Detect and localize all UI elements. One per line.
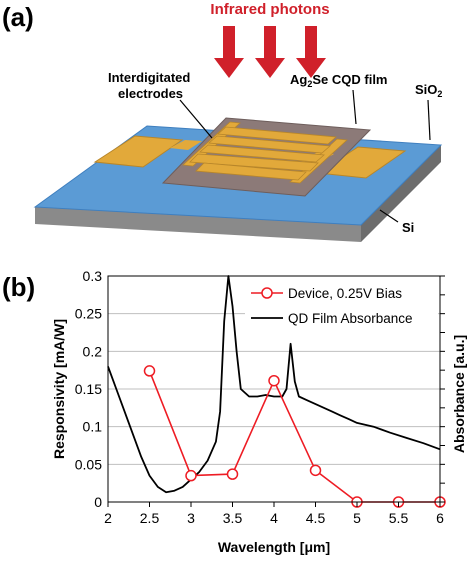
interdigitated-electrodes (182, 121, 348, 184)
infrared-photons-label: Infrared photons (210, 1, 329, 18)
film-pointer (352, 89, 357, 125)
panel-b: (b) 0 0.05 0.1 0.15 0.2 0.25 0.3 2 2.5 3 3.5 4 4.5 5 5… (2, 268, 467, 555)
electrodes-label-line2: electrodes (118, 86, 183, 101)
panel-a-label: (a) (2, 2, 34, 32)
legend-label-device: Device, 0.25V Bias (288, 286, 402, 301)
x-tick-label: 2.5 (140, 510, 160, 526)
chart-ticks: 0 0.05 0.1 0.15 0.2 0.25 0.3 2 2.5 3 3.5 4 4.5 5 5.5 6 (75, 268, 445, 526)
left-connector (170, 140, 202, 150)
film-label: Ag2Se CQD film (290, 72, 387, 89)
y-tick-label: 0.25 (75, 306, 102, 322)
chart-legend: Device, 0.25V Bias QD Film Absorbance (245, 279, 438, 331)
responsivity-point (309, 464, 322, 477)
x-tick-label: 5 (353, 510, 361, 526)
y-tick-label: 0.3 (83, 268, 103, 284)
infrared-arrows (214, 26, 326, 78)
responsivity-line (148, 370, 440, 503)
si-substrate (35, 145, 441, 242)
electrodes-label-line1: Interdigitated (108, 70, 190, 85)
arrow-icon (296, 26, 326, 78)
x-tick-label: 4.5 (306, 510, 326, 526)
chart-series (107, 275, 446, 508)
x-tick-label: 2 (104, 510, 112, 526)
panel-a: (a) Infrared photons (2, 1, 442, 242)
y-tick-label: 0.1 (83, 419, 103, 435)
responsivity-point (143, 365, 156, 377)
y-tick-label: 0.05 (75, 456, 102, 472)
responsivity-point (268, 374, 280, 387)
electrodes-pointer (179, 99, 213, 139)
chart: 00.050.10.150.20.250.32 2.5 3 3.5 4 4.5 5 5.5 6 … (51, 268, 467, 555)
arrow-icon (255, 26, 285, 78)
panel-b-label: (b) (2, 272, 35, 302)
responsivity-point (185, 469, 197, 482)
si-pointer (379, 209, 399, 223)
absorbance-line (107, 275, 441, 494)
y-tick-label: 0.15 (75, 381, 102, 397)
si-label: Si (402, 220, 414, 235)
y-axis-title: Responsivity [mA/W] (51, 319, 67, 459)
responsivity-point (226, 468, 239, 480)
sio2-pointer (427, 99, 431, 141)
y-tick-label: 0 (94, 494, 102, 510)
legend-marker-device (261, 287, 273, 299)
left-contact-pad (93, 135, 184, 168)
sio2-label: SiO2 (415, 82, 442, 99)
x-tick-label: 4 (270, 510, 278, 526)
x-tick-label: 3 (187, 510, 195, 526)
x-tick-label: 5.5 (389, 510, 409, 526)
x-axis-title: Wavelength [μm] (218, 539, 330, 555)
legend-label-absorbance: QD Film Absorbance (288, 311, 413, 326)
arrow-icon (214, 26, 244, 78)
y-tick-label: 0.2 (83, 343, 103, 359)
y2-axis-title: Absorbance [a.u.] (451, 335, 467, 453)
x-tick-label: 3.5 (223, 510, 243, 526)
legend-box (245, 279, 438, 331)
x-tick-label: 6 (436, 510, 444, 526)
